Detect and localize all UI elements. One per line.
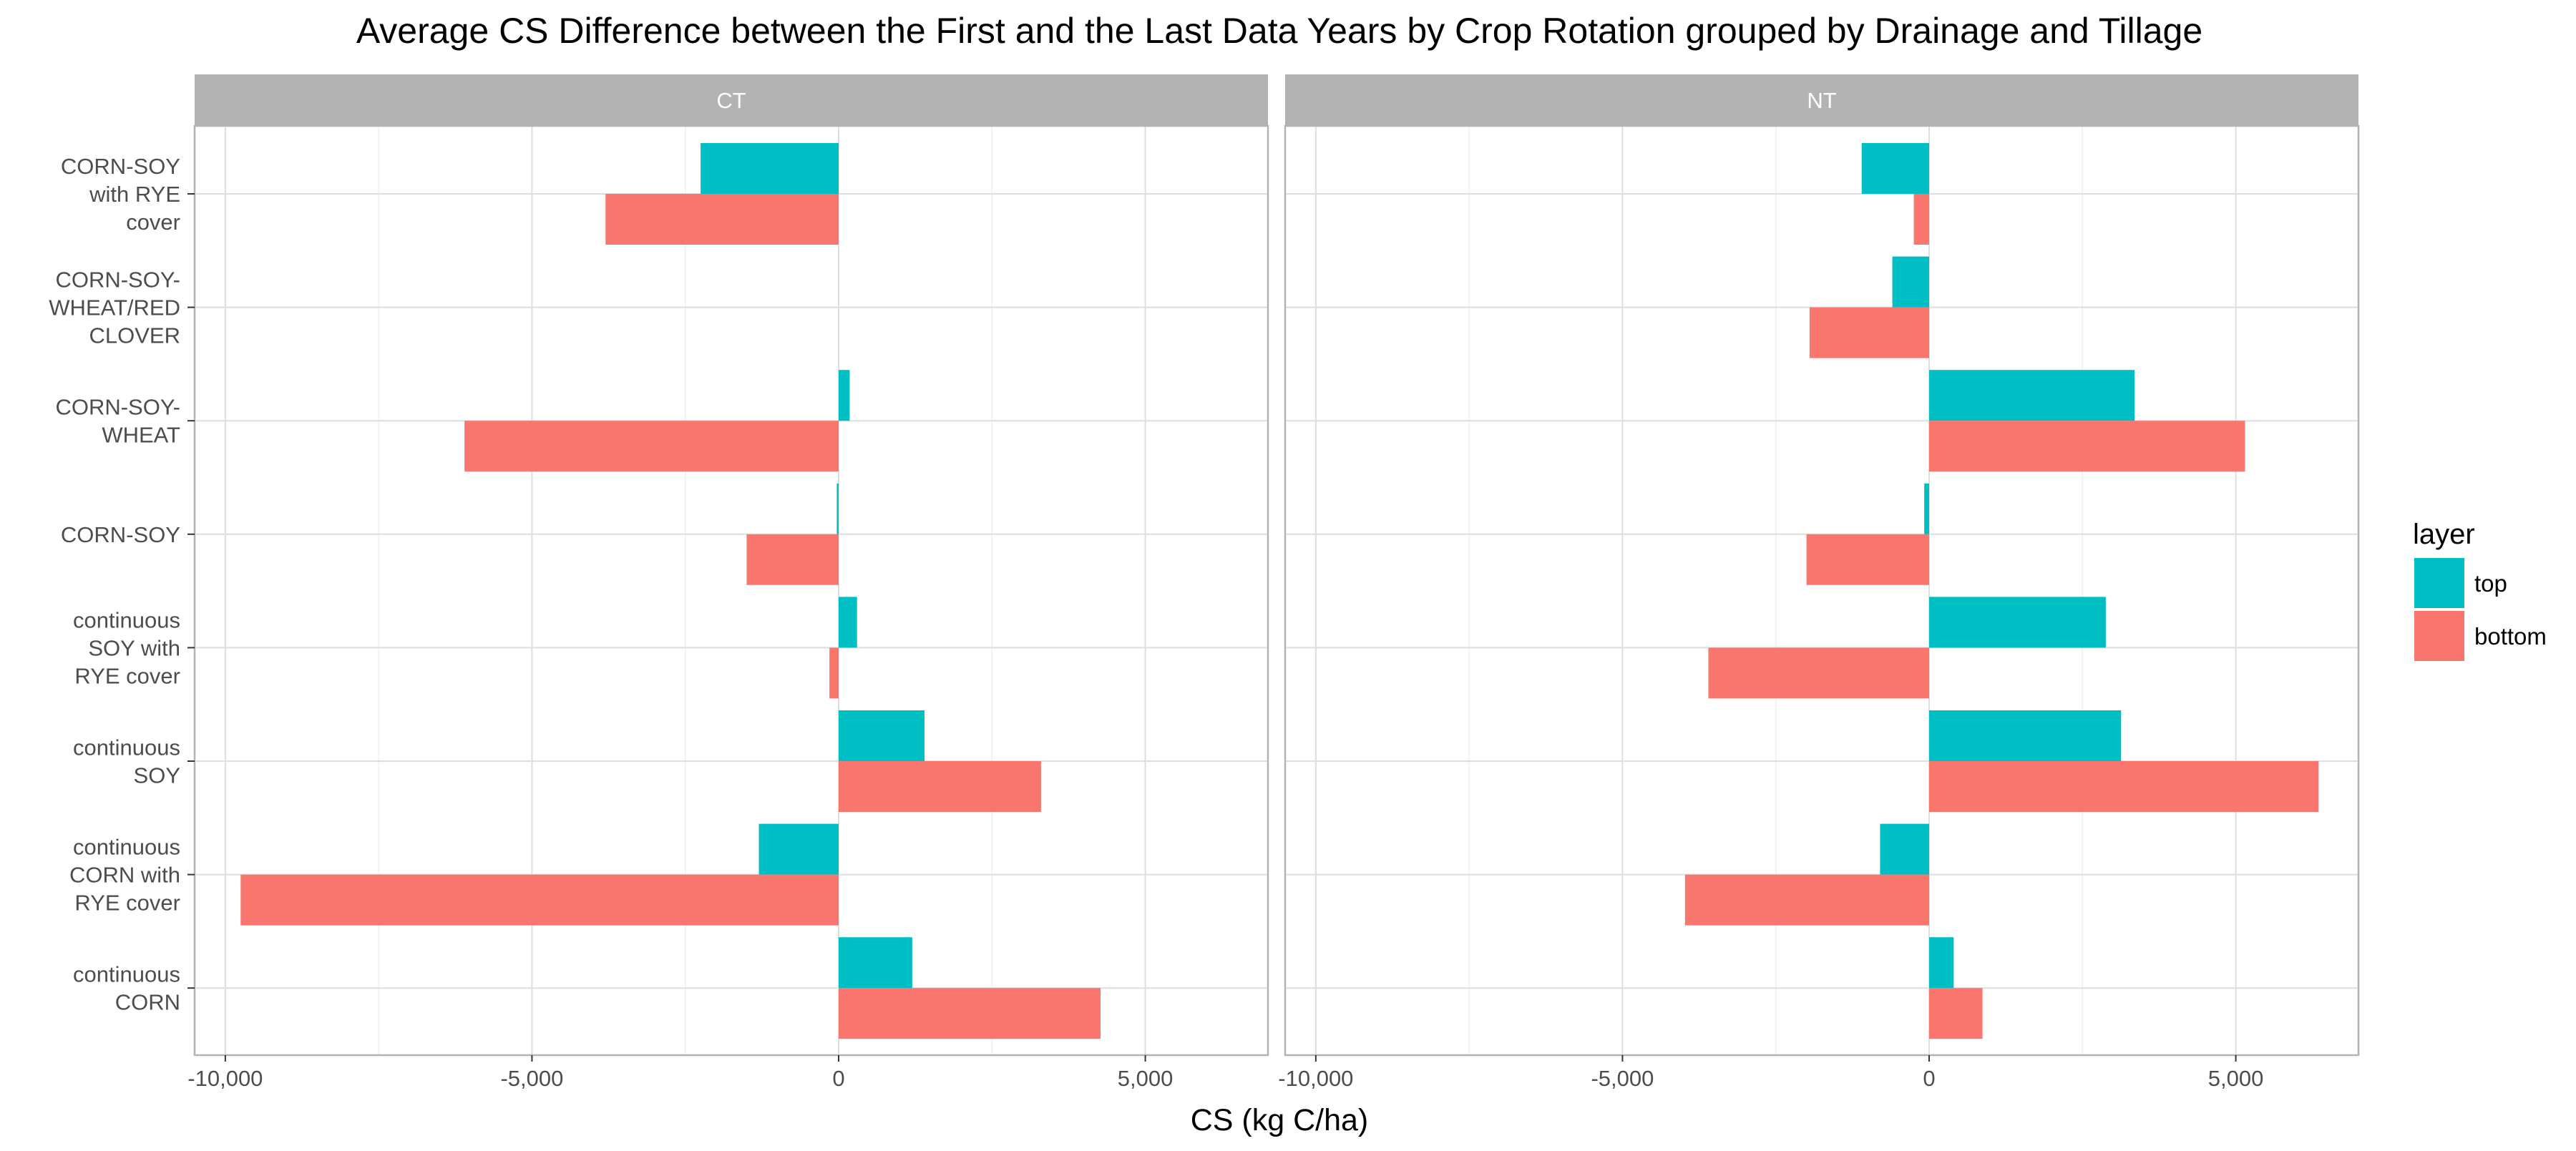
- bar-bottom: [240, 874, 839, 926]
- legend-label-bottom: bottom: [2474, 623, 2547, 650]
- bar-top: [1929, 370, 2135, 421]
- bar-bottom: [839, 761, 1041, 812]
- panel-border: [193, 124, 1269, 1057]
- bar-bottom: [1809, 307, 1929, 358]
- bar-top: [1929, 597, 2106, 648]
- y-tick-label: CORN-SOY-WHEAT/RED CLOVER: [49, 268, 180, 348]
- bar-top: [1892, 256, 1929, 308]
- legend-key-bottom: [2414, 611, 2464, 661]
- x-tick-label: -5,000: [1591, 1066, 1654, 1091]
- y-tick-label: continuous SOY: [73, 735, 180, 788]
- y-tick-label: CORN-SOY with RYE cover: [61, 154, 180, 235]
- bar-top: [701, 143, 839, 194]
- y-tick-label: CORN-SOY: [61, 522, 180, 547]
- bar-top: [839, 597, 857, 648]
- legend-label-top: top: [2474, 570, 2507, 597]
- x-tick-label: 5,000: [2208, 1066, 2264, 1091]
- x-tick-label: -10,000: [187, 1066, 263, 1091]
- x-tick-label: 5,000: [1118, 1066, 1174, 1091]
- chart-title: Average CS Difference between the First …: [356, 11, 2202, 51]
- bar-bottom: [829, 647, 839, 699]
- bar-bottom: [839, 988, 1101, 1039]
- y-tick-label: CORN-SOY-WHEAT: [55, 395, 180, 448]
- x-axis-title: CS (kg C/ha): [1191, 1103, 1369, 1137]
- y-axis: CORN-SOY with RYE cover CORN-SOY-WHEAT/RED C…: [49, 154, 195, 1015]
- facet-panel-ct: CT -10,000 -5,000 0 5,000: [187, 74, 1269, 1091]
- bar-top: [1880, 823, 1929, 875]
- bar-top: [1924, 483, 1929, 534]
- legend-title: layer: [2413, 519, 2475, 550]
- bar-bottom: [605, 194, 839, 245]
- bar-bottom: [1708, 647, 1929, 699]
- y-tick-label: continuous CORN: [73, 962, 180, 1015]
- facet-strip-label: CT: [716, 88, 746, 113]
- bar-top: [836, 483, 839, 534]
- legend-key-top: [2414, 558, 2464, 608]
- bar-top: [1929, 710, 2122, 761]
- bar-bottom: [464, 421, 839, 472]
- bar-bottom: [746, 534, 839, 585]
- bar-top: [839, 710, 924, 761]
- bar-bottom: [1929, 988, 1983, 1039]
- facet-strip-label: NT: [1807, 88, 1836, 113]
- x-tick-label: -5,000: [500, 1066, 563, 1091]
- bar-bottom: [1929, 421, 2245, 472]
- y-tick-label: continuous SOY with RYE cover: [73, 607, 180, 688]
- facet-strip: [1285, 74, 2358, 126]
- bar-bottom: [1913, 194, 1929, 245]
- facet-panel-nt: NT -10,000 -5,000 0 5,000: [1278, 74, 2360, 1091]
- x-tick-label: -10,000: [1278, 1066, 1353, 1091]
- y-tick-label: continuous CORN with RYE cover: [69, 835, 180, 916]
- facet-strip: [195, 74, 1268, 126]
- bar-top: [1861, 143, 1929, 194]
- bar-top: [839, 937, 912, 989]
- x-tick-label: 0: [1923, 1066, 1935, 1091]
- bar-top: [758, 823, 839, 875]
- bar-bottom: [1684, 874, 1929, 926]
- bar-bottom: [1929, 761, 2319, 812]
- bar-bottom: [1806, 534, 1929, 585]
- panel-border: [1284, 124, 2360, 1057]
- x-tick-label: 0: [832, 1066, 844, 1091]
- bar-top: [839, 370, 850, 421]
- bar-top: [1929, 937, 1954, 989]
